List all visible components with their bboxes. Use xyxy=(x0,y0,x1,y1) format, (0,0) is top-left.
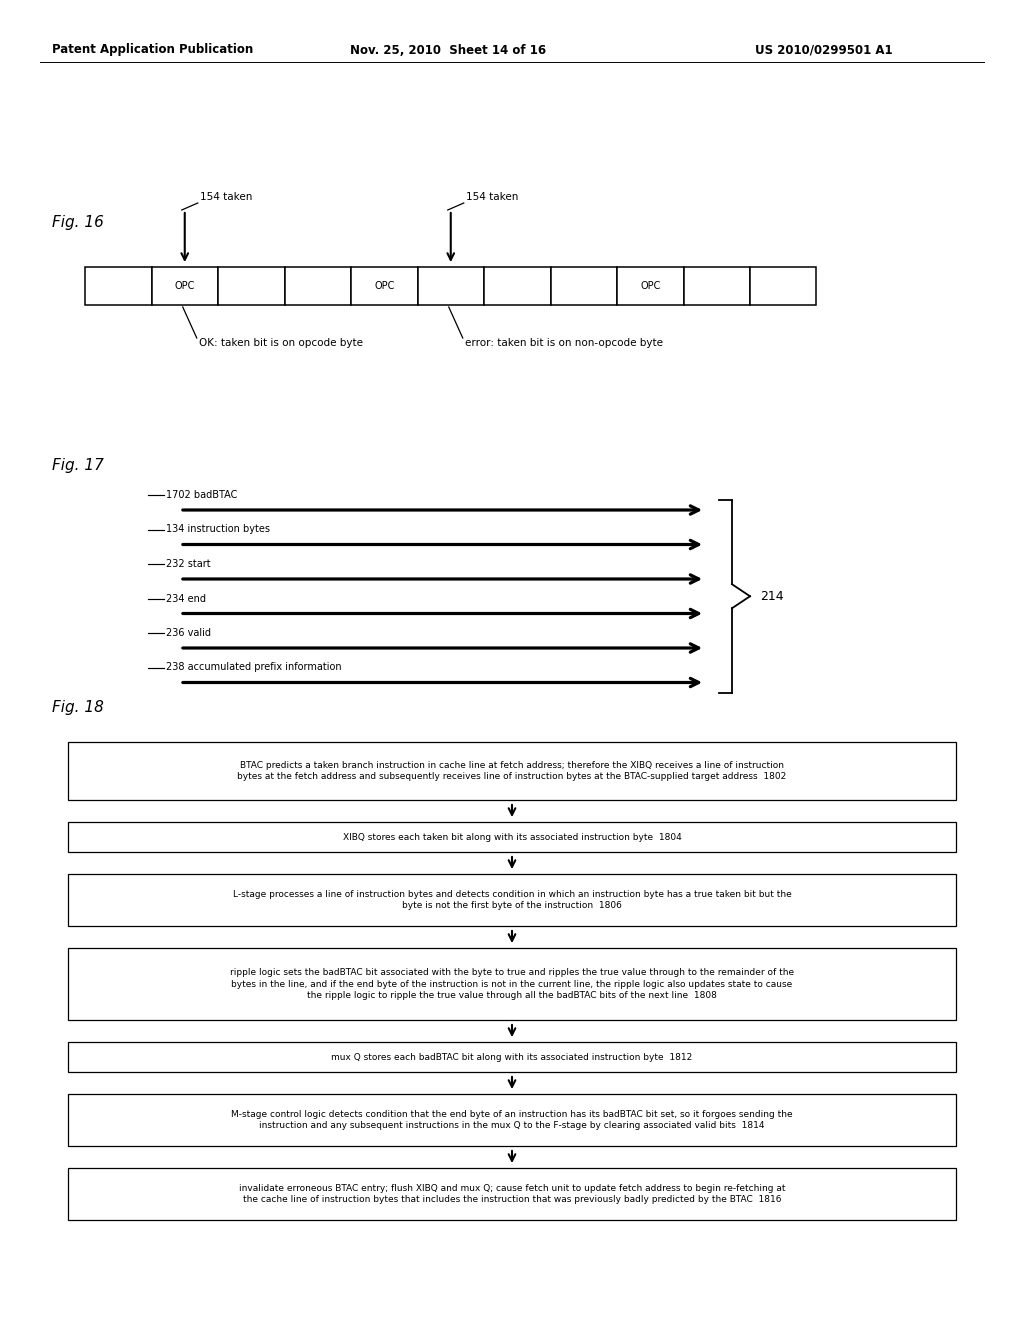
Text: Nov. 25, 2010  Sheet 14 of 16: Nov. 25, 2010 Sheet 14 of 16 xyxy=(350,44,546,57)
Text: mux Q stores each badBTAC bit along with its associated instruction byte  1812: mux Q stores each badBTAC bit along with… xyxy=(332,1052,692,1061)
Text: OPC: OPC xyxy=(374,281,394,290)
Text: US 2010/0299501 A1: US 2010/0299501 A1 xyxy=(755,44,893,57)
Bar xyxy=(68,1168,956,1220)
Bar xyxy=(68,822,956,851)
Bar xyxy=(68,1094,956,1146)
Bar xyxy=(351,267,418,305)
Bar xyxy=(617,267,683,305)
Text: 1702 badBTAC: 1702 badBTAC xyxy=(166,490,238,500)
Text: Fig. 16: Fig. 16 xyxy=(52,215,103,230)
Bar xyxy=(683,267,750,305)
Text: 134 instruction bytes: 134 instruction bytes xyxy=(166,524,270,535)
Bar xyxy=(85,267,152,305)
Text: 232 start: 232 start xyxy=(166,558,211,569)
Bar xyxy=(418,267,484,305)
Text: 154 taken: 154 taken xyxy=(466,191,518,202)
Text: 238 accumulated prefix information: 238 accumulated prefix information xyxy=(166,663,342,672)
Text: Fig. 17: Fig. 17 xyxy=(52,458,103,473)
Text: Fig. 18: Fig. 18 xyxy=(52,700,103,715)
Text: 154 taken: 154 taken xyxy=(200,191,252,202)
Bar xyxy=(68,1041,956,1072)
Bar xyxy=(750,267,816,305)
Bar xyxy=(68,948,956,1020)
Text: OPC: OPC xyxy=(174,281,195,290)
Text: XIBQ stores each taken bit along with its associated instruction byte  1804: XIBQ stores each taken bit along with it… xyxy=(343,833,681,842)
Bar xyxy=(68,742,956,800)
Bar xyxy=(68,874,956,927)
Text: 234 end: 234 end xyxy=(166,594,206,603)
Text: Patent Application Publication: Patent Application Publication xyxy=(52,44,253,57)
Text: 214: 214 xyxy=(760,590,783,603)
Text: BTAC predicts a taken branch instruction in cache line at fetch address; therefo: BTAC predicts a taken branch instruction… xyxy=(238,760,786,781)
Bar xyxy=(218,267,285,305)
Bar xyxy=(551,267,617,305)
Text: invalidate erroneous BTAC entry; flush XIBQ and mux Q; cause fetch unit to updat: invalidate erroneous BTAC entry; flush X… xyxy=(239,1184,785,1204)
Text: ripple logic sets the badBTAC bit associated with the byte to true and ripples t: ripple logic sets the badBTAC bit associ… xyxy=(230,968,794,1001)
Bar xyxy=(484,267,551,305)
Text: error: taken bit is on non-opcode byte: error: taken bit is on non-opcode byte xyxy=(465,338,663,348)
Text: OPC: OPC xyxy=(640,281,660,290)
Bar xyxy=(152,267,218,305)
Text: L-stage processes a line of instruction bytes and detects condition in which an : L-stage processes a line of instruction … xyxy=(232,890,792,911)
Text: 236 valid: 236 valid xyxy=(166,628,211,638)
Text: OK: taken bit is on opcode byte: OK: taken bit is on opcode byte xyxy=(199,338,362,348)
Text: M-stage control logic detects condition that the end byte of an instruction has : M-stage control logic detects condition … xyxy=(231,1110,793,1130)
Bar xyxy=(285,267,351,305)
